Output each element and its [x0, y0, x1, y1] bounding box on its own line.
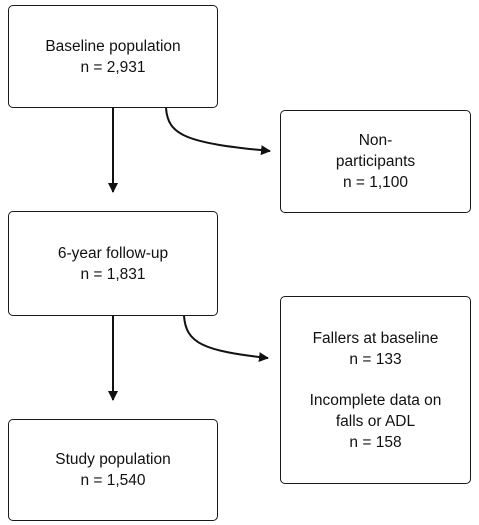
nonparticipants-line1: Non-	[358, 132, 393, 149]
baseline-count: n = 2,931	[80, 58, 146, 76]
study-title: Study population	[55, 451, 171, 468]
box-study-population: Study population n = 1,540	[8, 419, 218, 521]
study-count: n = 1,540	[80, 472, 146, 489]
box-followup: 6-year follow-up n = 1,831	[8, 211, 218, 316]
nonparticipants-line2: participants	[335, 153, 416, 170]
nonparticipants-count: n = 1,100	[342, 174, 409, 191]
arrow-followup-to-excluded	[183, 315, 269, 363]
excluded-incomplete-label-2: falls or ADL	[335, 412, 416, 430]
excluded-fallers-count: n = 133	[349, 350, 402, 368]
excluded-incomplete-label-1: Incomplete data on	[309, 391, 442, 409]
arrow-baseline-to-nonparticipants	[165, 107, 271, 156]
box-baseline-population: Baseline population n = 2,931	[8, 5, 218, 108]
box-excluded: Fallers at baseline n = 133 Incomplete d…	[280, 296, 471, 484]
box-non-participants: Non- participants n = 1,100	[280, 110, 471, 213]
followup-title: 6-year follow-up	[57, 244, 169, 262]
excluded-incomplete-count: n = 158	[349, 433, 402, 451]
excluded-fallers-label: Fallers at baseline	[312, 329, 439, 347]
followup-count: n = 1,831	[80, 265, 146, 283]
baseline-title: Baseline population	[45, 37, 181, 55]
